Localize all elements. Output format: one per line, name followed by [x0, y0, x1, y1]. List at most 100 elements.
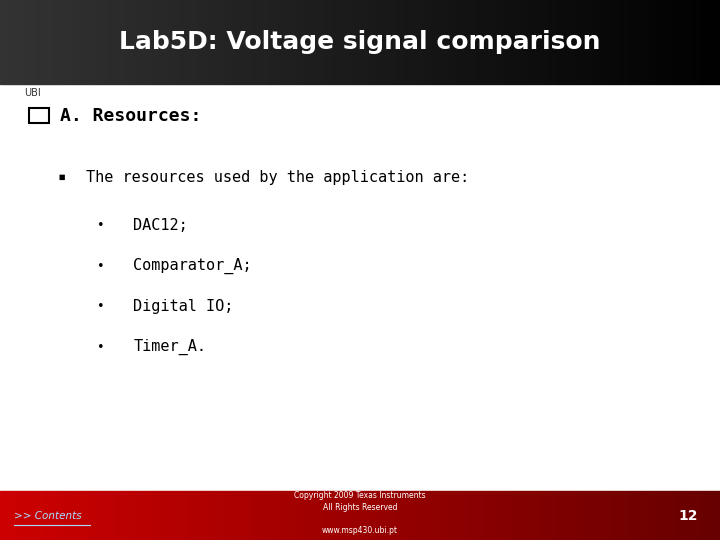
- Bar: [189, 0, 198, 84]
- Bar: [495, 0, 504, 84]
- Bar: [675, 0, 684, 84]
- Bar: [126, 0, 135, 84]
- Bar: [684, 491, 693, 540]
- Bar: [252, 491, 261, 540]
- Bar: [513, 0, 522, 84]
- Bar: [486, 0, 495, 84]
- Bar: [441, 0, 450, 84]
- Bar: [171, 491, 180, 540]
- Bar: [585, 0, 594, 84]
- Bar: [567, 491, 576, 540]
- Bar: [72, 0, 81, 84]
- Bar: [54, 491, 63, 540]
- Bar: [495, 491, 504, 540]
- Text: •: •: [97, 260, 104, 273]
- Bar: [108, 491, 117, 540]
- Bar: [216, 0, 225, 84]
- Bar: [369, 0, 378, 84]
- Text: Copyright 2009 Texas Instruments
All Rights Reserved

www.msp430.ubi.pt: Copyright 2009 Texas Instruments All Rig…: [294, 491, 426, 535]
- Bar: [531, 491, 540, 540]
- Bar: [162, 0, 171, 84]
- Bar: [288, 0, 297, 84]
- Bar: [333, 0, 342, 84]
- Bar: [207, 491, 216, 540]
- Bar: [144, 491, 153, 540]
- Bar: [711, 0, 720, 84]
- Bar: [648, 0, 657, 84]
- Bar: [360, 0, 369, 84]
- Bar: [234, 491, 243, 540]
- Bar: [9, 491, 18, 540]
- Text: •: •: [97, 219, 104, 232]
- Bar: [549, 0, 558, 84]
- Bar: [171, 0, 180, 84]
- Bar: [360, 491, 369, 540]
- Bar: [63, 0, 72, 84]
- Bar: [585, 491, 594, 540]
- Bar: [27, 0, 36, 84]
- Text: >> Contents: >> Contents: [14, 511, 82, 521]
- Bar: [387, 0, 396, 84]
- Bar: [126, 491, 135, 540]
- Bar: [576, 0, 585, 84]
- Text: UBI: UBI: [24, 88, 41, 98]
- Bar: [144, 0, 153, 84]
- Bar: [18, 0, 27, 84]
- Bar: [612, 491, 621, 540]
- Bar: [324, 491, 333, 540]
- Bar: [27, 491, 36, 540]
- Bar: [576, 491, 585, 540]
- Bar: [468, 491, 477, 540]
- Bar: [279, 0, 288, 84]
- Bar: [99, 491, 108, 540]
- Text: Timer_A.: Timer_A.: [133, 339, 206, 355]
- Bar: [648, 491, 657, 540]
- Bar: [549, 491, 558, 540]
- Bar: [702, 0, 711, 84]
- Bar: [522, 0, 531, 84]
- Bar: [594, 0, 603, 84]
- Bar: [405, 491, 414, 540]
- Text: •: •: [97, 300, 104, 313]
- Bar: [450, 0, 459, 84]
- Bar: [45, 0, 54, 84]
- Text: The resources used by the application are:: The resources used by the application ar…: [86, 170, 469, 185]
- Bar: [657, 0, 666, 84]
- Bar: [423, 0, 432, 84]
- Bar: [117, 0, 126, 84]
- Bar: [414, 491, 423, 540]
- Bar: [243, 491, 252, 540]
- Bar: [36, 491, 45, 540]
- Bar: [315, 491, 324, 540]
- Bar: [657, 491, 666, 540]
- Bar: [189, 491, 198, 540]
- Bar: [297, 0, 306, 84]
- Bar: [342, 491, 351, 540]
- Bar: [504, 491, 513, 540]
- Bar: [29, 108, 49, 123]
- Bar: [639, 491, 648, 540]
- Bar: [558, 491, 567, 540]
- Bar: [630, 0, 639, 84]
- Bar: [621, 0, 630, 84]
- Bar: [180, 0, 189, 84]
- Bar: [693, 0, 702, 84]
- Bar: [261, 0, 270, 84]
- Bar: [675, 491, 684, 540]
- Bar: [378, 0, 387, 84]
- Bar: [459, 491, 468, 540]
- Bar: [639, 0, 648, 84]
- Bar: [432, 0, 441, 84]
- Bar: [477, 491, 486, 540]
- Bar: [486, 491, 495, 540]
- Bar: [630, 491, 639, 540]
- Bar: [279, 491, 288, 540]
- Bar: [270, 491, 279, 540]
- Text: Comparator_A;: Comparator_A;: [133, 258, 252, 274]
- Bar: [666, 491, 675, 540]
- Bar: [225, 0, 234, 84]
- Bar: [81, 491, 90, 540]
- Bar: [342, 0, 351, 84]
- Text: DAC12;: DAC12;: [133, 218, 188, 233]
- Bar: [252, 0, 261, 84]
